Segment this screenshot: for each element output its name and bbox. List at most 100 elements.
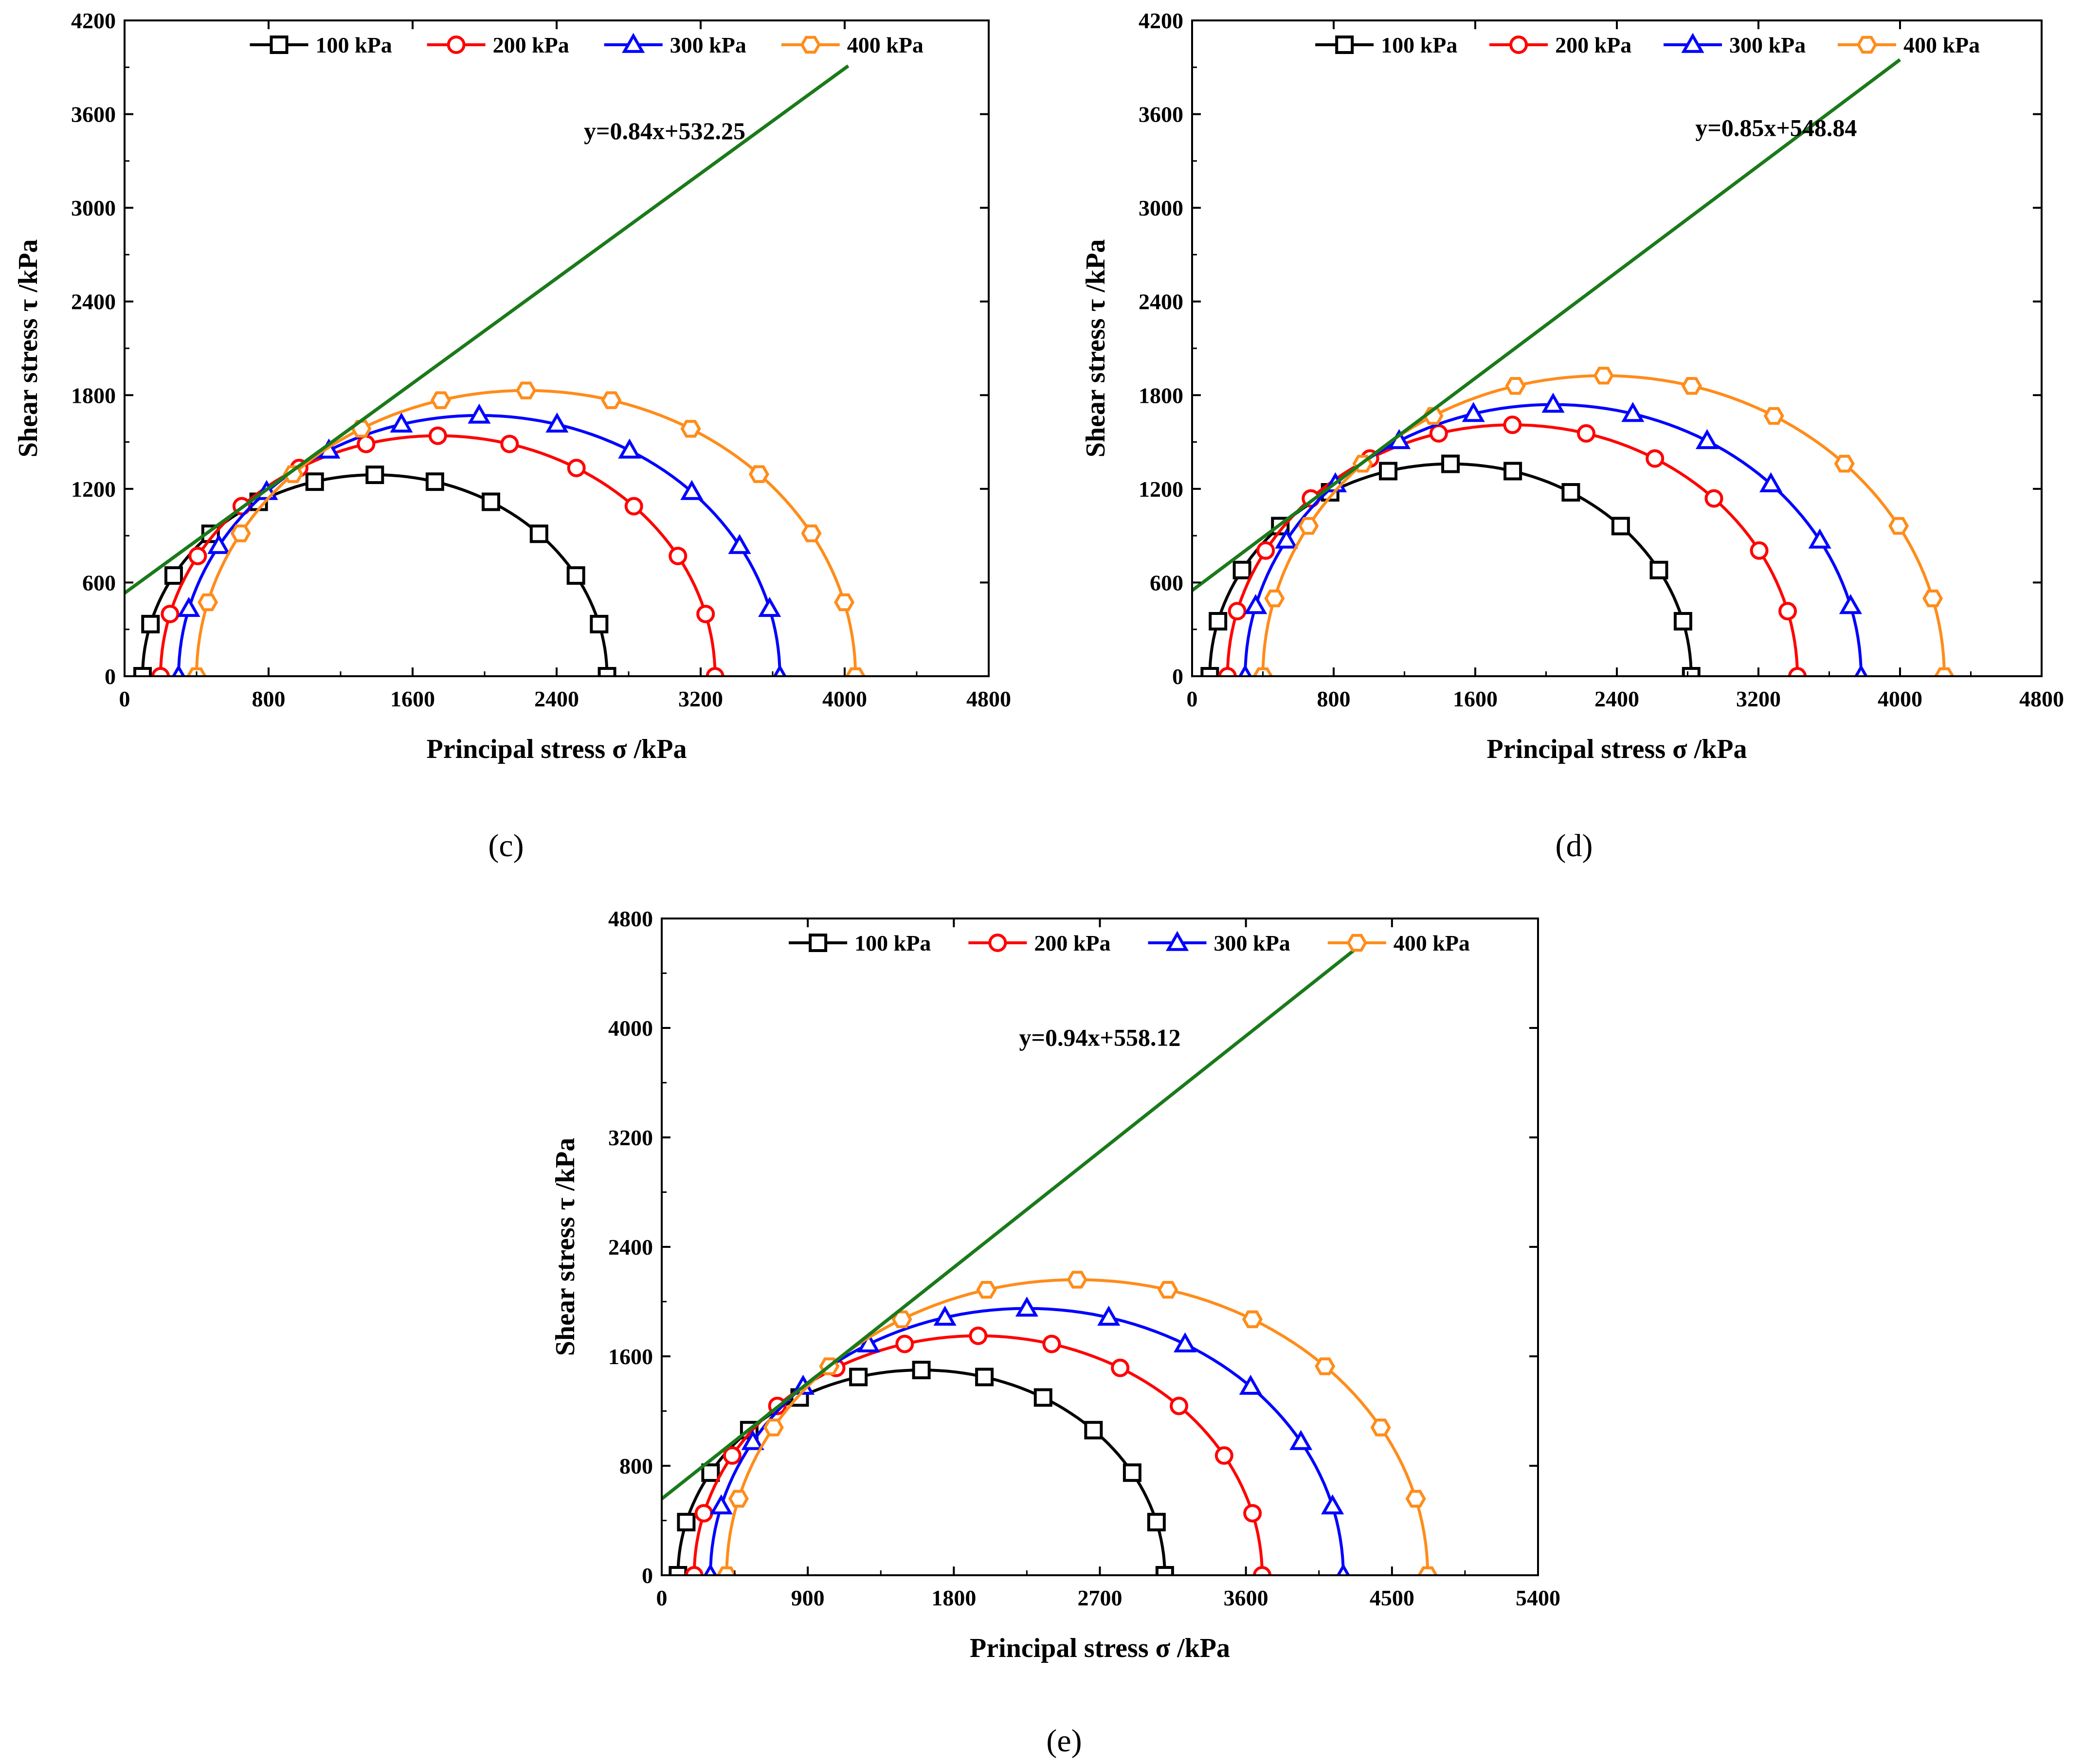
y-tick-label: 3000 [71, 196, 116, 220]
legend: 100 kPa 200 kPa 300 kPa 400 kPa [1315, 33, 1980, 57]
data-point [164, 566, 183, 585]
data-point [857, 1332, 880, 1352]
legend: 100 kPa 200 kPa 300 kPa 400 kPa [789, 931, 1470, 955]
plot-frame [124, 19, 990, 677]
data-point [230, 524, 251, 542]
legend-marker [447, 36, 466, 54]
data-point [716, 1566, 737, 1575]
data-point [1242, 1310, 1263, 1329]
legend-marker [1509, 36, 1528, 54]
data-point [198, 593, 218, 612]
mohr-circle-400-kpa [725, 1278, 1430, 1575]
data-point [428, 426, 447, 445]
data-point [801, 524, 822, 542]
x-tick-label: 4500 [1370, 1585, 1414, 1610]
plot-area [125, 64, 866, 676]
x-tick-label: 0 [1187, 686, 1198, 711]
panel-caption: (e) [1046, 1723, 1082, 1759]
data-point [567, 458, 586, 477]
data-point [975, 1368, 994, 1386]
y-tick-label: 1200 [1139, 477, 1183, 502]
data-point [1289, 1430, 1313, 1450]
legend-marker [809, 934, 828, 952]
legend-marker [270, 36, 289, 54]
data-point [1253, 1566, 1272, 1575]
data-point [1084, 1421, 1103, 1440]
mohr-circle-300-kpa [177, 414, 781, 676]
data-point [597, 667, 616, 676]
data-point [1759, 472, 1783, 492]
data-point [912, 1361, 931, 1380]
data-point [669, 546, 688, 565]
data-point [763, 1419, 784, 1437]
data-point [1209, 612, 1228, 631]
data-point [976, 1281, 997, 1299]
data-point [1441, 454, 1460, 473]
data-point [1015, 1296, 1038, 1317]
data-point [845, 667, 866, 676]
data-point [430, 391, 451, 409]
data-point [1888, 517, 1909, 535]
data-point [1275, 528, 1298, 549]
data-point [529, 524, 548, 543]
data-point [1298, 517, 1319, 535]
data-point [1033, 1388, 1052, 1407]
data-point [1155, 1566, 1174, 1575]
data-point [1379, 462, 1398, 481]
chart-panel-e: 0 900 1800 2700 3600 4500 5400 0 800 1600 2400 3200… [550, 906, 1560, 1759]
y-axis-title: Shear stress τ /kPa [550, 1138, 580, 1356]
data-point [1503, 462, 1522, 481]
data-point [1922, 589, 1943, 608]
data-point [1934, 667, 1955, 676]
plot-frame [1191, 19, 2043, 677]
data-point [728, 1490, 749, 1508]
data-point [701, 1463, 720, 1482]
data-point [1429, 424, 1448, 443]
x-tick-label: 800 [1317, 686, 1351, 711]
legend-label: 400 kPa [847, 33, 923, 57]
data-point [1256, 541, 1275, 560]
data-point [1315, 1357, 1336, 1375]
y-tick-label: 1200 [71, 477, 116, 502]
y-tick-label: 4200 [1139, 8, 1183, 33]
data-point [1778, 602, 1797, 621]
data-point [1174, 1332, 1197, 1352]
y-tick-label: 0 [1172, 664, 1183, 689]
mohr-circle-200-kpa [159, 434, 717, 676]
data-point [1214, 1446, 1233, 1465]
data-point [669, 1566, 688, 1575]
data-point [618, 438, 641, 459]
y-tick-label: 600 [82, 570, 116, 595]
legend-label: 400 kPa [1394, 931, 1470, 955]
data-point [172, 664, 185, 676]
data-point [133, 667, 152, 676]
envelope-equation: y=0.94x+558.12 [1019, 1024, 1181, 1051]
x-axis-title: Principal stress σ /kPa [1487, 734, 1747, 764]
envelope-equation: y=0.84x+532.25 [584, 117, 745, 144]
data-point [500, 434, 519, 453]
y-tick-label: 0 [642, 1563, 653, 1588]
mohr-circle-100-kpa [141, 473, 609, 676]
data-point [1561, 483, 1580, 502]
data-point [1541, 393, 1565, 413]
data-point [1593, 366, 1614, 385]
data-point [1238, 664, 1252, 676]
legend-label: 300 kPa [1214, 931, 1290, 955]
x-tick-label: 1600 [1453, 686, 1498, 711]
legend-marker [800, 36, 821, 54]
data-point [1681, 377, 1702, 395]
data-point [1505, 377, 1526, 395]
data-point [425, 472, 444, 491]
data-point [1122, 1463, 1141, 1482]
data-point [709, 1494, 733, 1514]
data-point [1808, 528, 1831, 549]
chart-panel-c: 0 800 1600 2400 3200 4000 4800 0 600 1200 1800 2400… [13, 8, 1011, 864]
data-point [1243, 1504, 1262, 1523]
mohr-circle-300-kpa [709, 1307, 1345, 1575]
data-point [1834, 454, 1855, 473]
data-point [1200, 667, 1219, 676]
y-tick-label: 800 [619, 1454, 653, 1478]
x-tick-label: 0 [119, 686, 130, 711]
data-point [1239, 1374, 1262, 1395]
data-point [741, 1430, 764, 1450]
